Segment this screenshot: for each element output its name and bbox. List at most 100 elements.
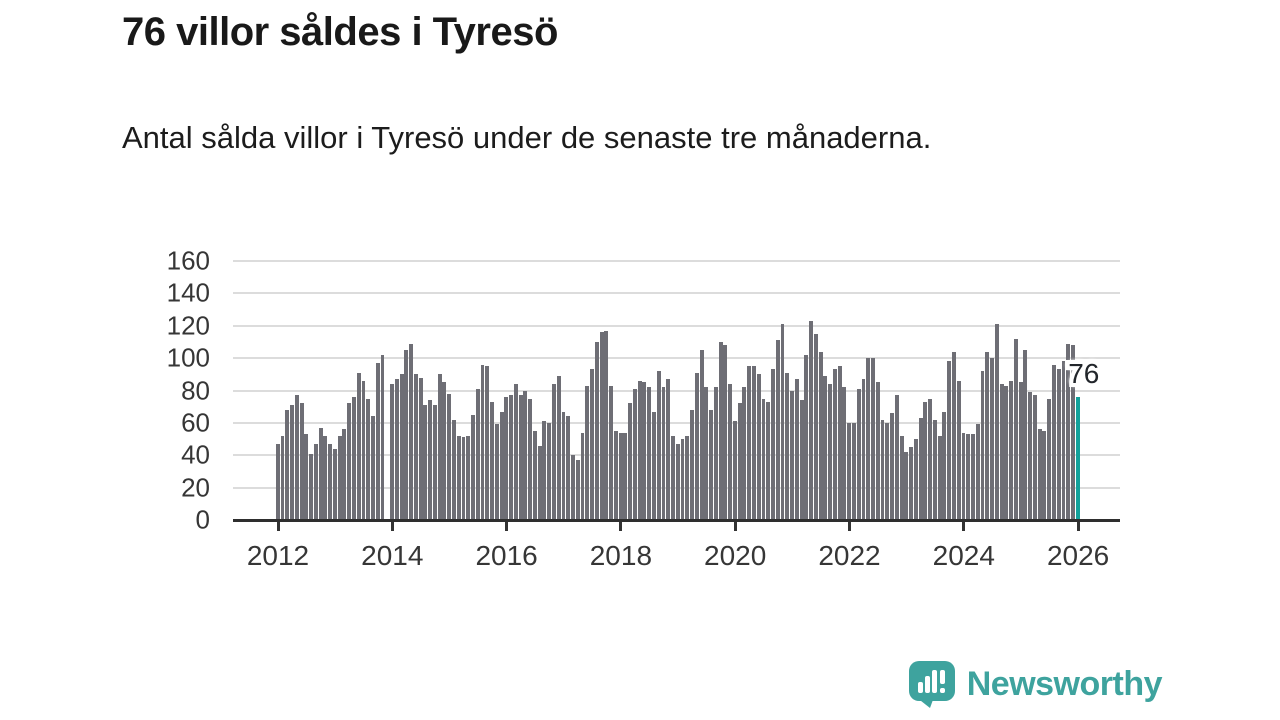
bar <box>775 340 780 520</box>
bar <box>580 432 585 520</box>
bar <box>604 330 609 520</box>
bar <box>785 372 790 520</box>
bar <box>285 409 290 520</box>
bar <box>709 409 714 520</box>
gridline-y-140 <box>233 292 1120 295</box>
bar <box>1061 361 1066 520</box>
bar <box>661 387 666 520</box>
bar <box>471 414 475 520</box>
gridline-y-80 <box>233 389 1120 392</box>
bar <box>852 422 856 520</box>
x-axis-tick <box>505 522 509 531</box>
bar <box>732 421 737 520</box>
bar <box>904 452 909 520</box>
bar <box>823 375 828 520</box>
bar <box>894 395 899 520</box>
x-axis-tick-label: 2022 <box>818 540 881 571</box>
bar <box>280 435 285 520</box>
bar <box>1066 343 1071 520</box>
bar <box>456 435 461 520</box>
x-axis-tick-label: 2024 <box>932 540 995 571</box>
bar <box>685 435 690 520</box>
bar <box>594 341 599 520</box>
bar <box>294 395 299 520</box>
bar <box>1071 345 1075 520</box>
bar <box>518 395 523 520</box>
bar <box>671 435 675 520</box>
y-axis-tick-label: 120 <box>166 310 210 341</box>
bar <box>890 413 894 520</box>
bar <box>980 371 985 520</box>
y-axis-tick-label: 60 <box>181 407 210 438</box>
bar <box>332 448 337 520</box>
bar <box>766 401 771 520</box>
bar <box>690 409 694 520</box>
bar <box>771 369 775 520</box>
bar <box>485 366 490 520</box>
bar <box>737 403 742 520</box>
x-axis-tick-label: 2020 <box>704 540 767 571</box>
bar <box>952 351 956 520</box>
bar <box>542 421 547 520</box>
bar <box>423 405 428 520</box>
bar <box>1018 382 1023 520</box>
y-axis-tick-label: 100 <box>166 342 210 373</box>
bar <box>932 419 937 520</box>
bar <box>528 398 533 520</box>
bar <box>861 379 866 520</box>
bar <box>375 362 380 520</box>
bar <box>618 432 623 520</box>
x-axis-tick-label: 2012 <box>246 540 310 571</box>
x-axis-tick-label: 2018 <box>589 540 653 571</box>
bar <box>975 424 980 520</box>
bar <box>551 384 556 520</box>
bar <box>790 390 794 520</box>
bar <box>1056 369 1061 520</box>
bar <box>990 358 994 520</box>
gridline-y-60 <box>233 421 1120 424</box>
newsworthy-logo: Newsworthy <box>908 658 1163 710</box>
bar <box>699 350 704 520</box>
bar <box>937 435 942 520</box>
y-axis-tick-label: 40 <box>181 439 210 470</box>
bar <box>923 401 928 520</box>
x-axis-tick <box>733 522 737 531</box>
bar <box>1028 392 1033 520</box>
logo-bar-2 <box>924 676 930 693</box>
bar <box>966 434 971 520</box>
bar <box>428 400 433 520</box>
gridline-y-160 <box>233 260 1120 262</box>
bar <box>513 384 518 520</box>
bar <box>566 416 571 520</box>
x-axis-tick <box>276 522 280 531</box>
bar <box>642 382 647 520</box>
bar <box>909 447 914 520</box>
bar <box>899 435 904 520</box>
bar <box>313 443 318 520</box>
highlight-value-label: 76 76 <box>1064 354 1103 393</box>
bar <box>723 345 728 520</box>
speech-bubble-tail <box>915 697 934 708</box>
bar <box>1052 364 1056 520</box>
bar <box>956 380 961 520</box>
bar <box>309 453 314 520</box>
bar <box>918 418 923 520</box>
x-axis-tick-label: 2016 <box>475 540 538 571</box>
bar <box>1037 429 1042 520</box>
bar <box>523 390 528 520</box>
bar <box>761 398 766 520</box>
bar <box>713 387 718 520</box>
bar <box>304 434 309 520</box>
x-axis-line <box>233 519 1120 522</box>
bar <box>875 382 880 520</box>
bar <box>347 403 352 520</box>
bar <box>747 366 752 520</box>
bar <box>794 379 799 520</box>
x-axis-tick <box>848 522 851 531</box>
bar <box>1032 395 1037 520</box>
bar <box>656 371 661 520</box>
bar <box>880 419 885 520</box>
x-axis-tick <box>619 522 623 531</box>
bar <box>999 384 1004 520</box>
